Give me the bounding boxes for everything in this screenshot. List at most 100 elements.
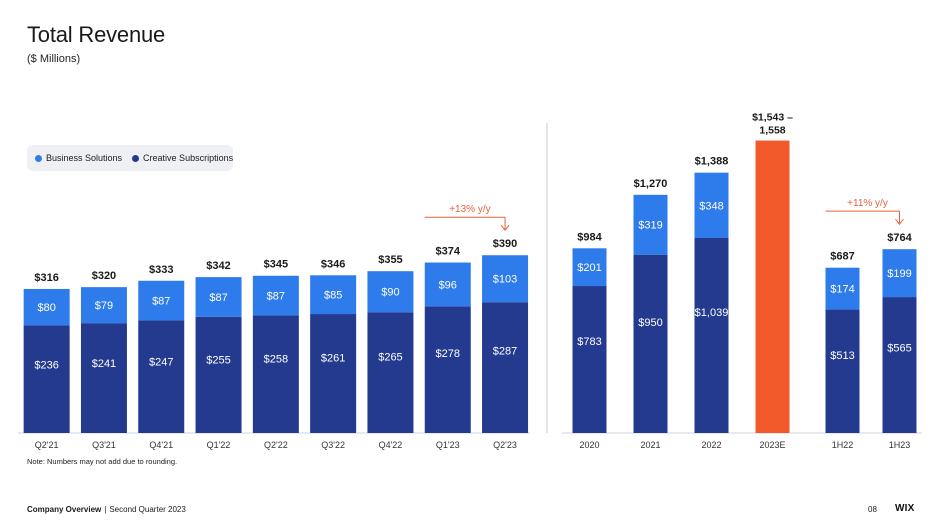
- value-label-business-2021: $319: [638, 220, 662, 232]
- page-number: 08: [868, 505, 877, 514]
- total-label-q4-22: $355: [378, 254, 402, 266]
- bar-business-1h23: [882, 249, 917, 298]
- x-tick-label-q3-21: Q3'21: [92, 440, 116, 450]
- x-tick-label-q2-23: Q2'23: [493, 440, 517, 450]
- x-tick-label-1h22: 1H22: [832, 440, 854, 450]
- footnote: Note: Numbers may not add due to roundin…: [27, 457, 178, 466]
- bar-creative-1h23: [882, 297, 917, 433]
- value-label-business-q4-22: $90: [381, 287, 399, 299]
- bar-business-q4-22: [367, 271, 414, 313]
- bar-creative-q1-23: [424, 306, 471, 433]
- value-label-business-q2-23: $103: [493, 274, 517, 286]
- total-label-line2-2023e: 1,558: [759, 125, 785, 137]
- bar-creative-q3-22: [310, 314, 357, 433]
- value-label-creative-q2-23: $287: [493, 346, 517, 358]
- bar-business-q2-23: [482, 255, 529, 303]
- value-label-creative-q1-23: $278: [436, 348, 460, 360]
- value-label-business-2022: $348: [699, 200, 723, 212]
- bar-business-1h22: [825, 267, 860, 310]
- footer-separator: |: [104, 505, 107, 514]
- value-label-creative-2022: $1,039: [695, 307, 729, 319]
- total-label-q2-21: $316: [34, 272, 58, 284]
- brand-logo: WIX: [895, 503, 915, 514]
- bar-business-q1-23: [424, 262, 471, 307]
- value-label-creative-q2-21: $236: [34, 359, 58, 371]
- value-label-creative-1h23: $565: [887, 342, 911, 354]
- footer-left: Company Overview | Second Quarter 2023: [27, 505, 186, 514]
- total-label-q4-21: $333: [149, 264, 173, 276]
- legend-item-business-solutions: Business Solutions: [35, 153, 122, 163]
- x-tick-label-2021: 2021: [640, 440, 660, 450]
- growth-annotation-label-0: +13% y/y: [449, 204, 490, 215]
- bar-business-q3-22: [310, 275, 357, 315]
- x-tick-label-q1-23: Q1'23: [436, 440, 460, 450]
- value-label-business-q3-21: $79: [95, 300, 113, 312]
- bar-estimate-2023e: [755, 140, 790, 433]
- value-label-creative-q1-22: $255: [206, 354, 230, 366]
- value-label-business-q1-23: $96: [439, 279, 457, 291]
- bar-creative-2021: [633, 254, 668, 433]
- x-tick-label-1h23: 1H23: [889, 440, 911, 450]
- bar-creative-2022: [694, 237, 729, 433]
- value-label-business-q4-21: $87: [152, 296, 170, 308]
- bar-business-2020: [572, 248, 607, 287]
- value-label-creative-2020: $783: [577, 336, 601, 348]
- growth-annotation-arrow-0: [500, 224, 510, 232]
- value-label-creative-q4-22: $265: [378, 352, 402, 364]
- total-label-q3-21: $320: [92, 270, 116, 282]
- legend-swatch-creative-subscriptions: [132, 154, 140, 162]
- total-label-2021: $1,270: [634, 178, 668, 190]
- total-label-1h22: $687: [830, 251, 854, 263]
- bar-business-q2-21: [23, 288, 70, 326]
- x-tick-label-q2-21: Q2'21: [35, 440, 59, 450]
- bar-creative-q2-22: [252, 315, 299, 433]
- x-tick-label-2020: 2020: [579, 440, 599, 450]
- legend-label-creative-subscriptions: Creative Subscriptions: [143, 153, 234, 163]
- bar-business-q1-22: [195, 277, 242, 317]
- total-label-q1-23: $374: [436, 246, 461, 258]
- legend-swatch-business-solutions: [35, 154, 42, 162]
- page-subtitle: ($ Millions): [27, 53, 81, 65]
- total-label-q3-22: $346: [321, 258, 345, 270]
- bar-business-q3-21: [80, 287, 127, 324]
- total-label-2020: $984: [577, 231, 602, 243]
- value-label-creative-q4-21: $247: [149, 356, 173, 368]
- total-label-q1-22: $342: [206, 260, 230, 272]
- total-label-2022: $1,388: [695, 156, 729, 168]
- total-label-q2-22: $345: [264, 259, 288, 271]
- footer-period: Second Quarter 2023: [109, 505, 186, 514]
- total-label-2023e: $1,543 –: [752, 112, 793, 124]
- legend-label-business-solutions: Business Solutions: [46, 153, 123, 163]
- chart-legend: Business Solutions Creative Subscription…: [27, 145, 233, 171]
- value-label-creative-2021: $950: [638, 317, 662, 329]
- x-tick-label-2023e: 2023E: [759, 440, 785, 450]
- growth-annotation-arrow-2: [895, 218, 904, 225]
- bar-creative-1h22: [825, 309, 860, 433]
- growth-annotation-label-2: +11% y/y: [847, 198, 888, 209]
- x-tick-label-q4-21: Q4'21: [149, 440, 173, 450]
- bar-creative-q4-22: [367, 312, 414, 433]
- page-title: Total Revenue: [27, 22, 166, 47]
- value-label-business-q2-21: $80: [37, 302, 55, 314]
- value-label-creative-q3-21: $241: [92, 358, 116, 370]
- bar-business-q2-22: [252, 275, 299, 316]
- value-label-business-1h23: $199: [887, 268, 911, 280]
- bar-creative-q2-21: [23, 325, 70, 433]
- x-tick-label-2022: 2022: [701, 440, 721, 450]
- bar-creative-q1-22: [195, 316, 242, 433]
- bar-creative-q2-23: [482, 302, 529, 433]
- value-label-business-2020: $201: [577, 262, 601, 274]
- bar-business-2021: [633, 194, 668, 255]
- value-label-creative-q3-22: $261: [321, 353, 345, 365]
- bar-creative-q3-21: [80, 323, 127, 433]
- footer-section: Company Overview: [27, 505, 102, 514]
- value-label-business-q1-22: $87: [209, 292, 227, 304]
- bar-creative-2020: [572, 286, 607, 433]
- total-label-1h23: $764: [887, 232, 912, 244]
- value-label-creative-1h22: $513: [830, 350, 854, 362]
- bar-business-q4-21: [138, 280, 185, 321]
- value-label-business-q3-22: $85: [324, 290, 342, 302]
- value-label-business-q2-22: $87: [267, 291, 285, 303]
- total-label-q2-23: $390: [493, 238, 517, 250]
